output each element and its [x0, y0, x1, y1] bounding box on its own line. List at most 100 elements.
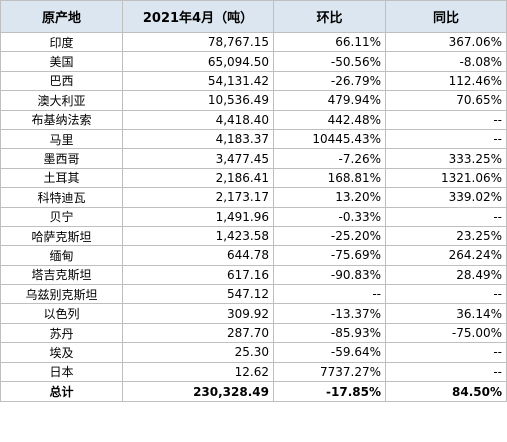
table-row: 科特迪瓦 2,173.17 13.20% 339.02% [0, 187, 507, 208]
cell-volume: 547.12 [122, 284, 274, 305]
table-row: 墨西哥 3,477.45 -7.26% 333.25% [0, 148, 507, 169]
cell-country: 马里 [0, 128, 123, 150]
cell-country: 埃及 [0, 342, 123, 363]
total-volume: 230,328.49 [122, 381, 274, 403]
cell-yoy: 264.24% [385, 245, 507, 266]
cell-country: 日本 [0, 361, 123, 383]
cell-volume: 10,536.49 [122, 90, 274, 111]
table-row: 埃及 25.30 -59.64% -- [0, 342, 507, 363]
cell-country: 贝宁 [0, 206, 123, 227]
header-row: 原产地 2021年4月（吨） 环比 同比 [0, 0, 507, 33]
cell-volume: 12.62 [122, 361, 274, 383]
cell-mom: -75.69% [273, 245, 386, 266]
cell-volume: 2,186.41 [122, 167, 274, 189]
table-row: 以色列 309.92 -13.37% 36.14% [0, 303, 507, 324]
cell-country: 布基纳法索 [0, 109, 123, 130]
cell-yoy: -8.08% [385, 51, 507, 72]
table-row: 贝宁 1,491.96 -0.33% -- [0, 206, 507, 227]
cell-volume: 25.30 [122, 342, 274, 363]
cell-volume: 1,423.58 [122, 225, 274, 247]
total-mom: -17.85% [273, 381, 386, 403]
cell-yoy: 23.25% [385, 225, 507, 247]
cell-mom: -0.33% [273, 206, 386, 227]
table-body: 印度 78,767.15 66.11% 367.06% 美国 65,094.50 -50.5… [0, 31, 507, 403]
table-row: 美国 65,094.50 -50.56% -8.08% [0, 51, 507, 72]
cell-yoy: 70.65% [385, 90, 507, 111]
cell-volume: 78,767.15 [122, 31, 274, 53]
origin-import-table: 原产地 2021年4月（吨） 环比 同比 印度 78,767.15 66.11% 36… [0, 0, 507, 403]
cell-volume: 1,491.96 [122, 206, 274, 227]
total-yoy: 84.50% [385, 381, 507, 403]
table-row: 哈萨克斯坦 1,423.58 -25.20% 23.25% [0, 225, 507, 247]
cell-yoy: -- [385, 361, 507, 383]
header-volume: 2021年4月（吨） [122, 0, 274, 33]
cell-volume: 2,173.17 [122, 187, 274, 208]
cell-mom: -85.93% [273, 322, 386, 344]
cell-mom: 13.20% [273, 187, 386, 208]
cell-mom: -- [273, 284, 386, 305]
total-label: 总计 [0, 381, 123, 403]
table-row: 澳大利亚 10,536.49 479.94% 70.65% [0, 90, 507, 111]
cell-mom: 10445.43% [273, 128, 386, 150]
header-yoy: 同比 [385, 0, 507, 33]
header-origin: 原产地 [0, 0, 123, 33]
cell-country: 印度 [0, 31, 123, 53]
cell-yoy: -- [385, 109, 507, 130]
cell-country: 乌兹别克斯坦 [0, 284, 123, 305]
cell-yoy: -75.00% [385, 322, 507, 344]
cell-country: 土耳其 [0, 167, 123, 189]
table-row: 布基纳法索 4,418.40 442.48% -- [0, 109, 507, 130]
cell-country: 科特迪瓦 [0, 187, 123, 208]
cell-yoy: 1321.06% [385, 167, 507, 189]
table-row: 马里 4,183.37 10445.43% -- [0, 128, 507, 150]
total-row: 总计 230,328.49 -17.85% 84.50% [0, 381, 507, 403]
cell-mom: -90.83% [273, 264, 386, 286]
table-row: 巴西 54,131.42 -26.79% 112.46% [0, 70, 507, 92]
header-mom: 环比 [273, 0, 386, 33]
cell-mom: -7.26% [273, 148, 386, 169]
cell-volume: 644.78 [122, 245, 274, 266]
cell-country: 墨西哥 [0, 148, 123, 169]
cell-volume: 4,183.37 [122, 128, 274, 150]
cell-country: 塔吉克斯坦 [0, 264, 123, 286]
table-row: 印度 78,767.15 66.11% 367.06% [0, 31, 507, 53]
cell-country: 巴西 [0, 70, 123, 92]
cell-yoy: 339.02% [385, 187, 507, 208]
cell-yoy: -- [385, 342, 507, 363]
cell-volume: 4,418.40 [122, 109, 274, 130]
cell-yoy: 112.46% [385, 70, 507, 92]
cell-volume: 3,477.45 [122, 148, 274, 169]
cell-mom: 7737.27% [273, 361, 386, 383]
cell-mom: 66.11% [273, 31, 386, 53]
cell-mom: 479.94% [273, 90, 386, 111]
cell-mom: -26.79% [273, 70, 386, 92]
table-row: 苏丹 287.70 -85.93% -75.00% [0, 322, 507, 344]
cell-country: 苏丹 [0, 322, 123, 344]
table-row: 土耳其 2,186.41 168.81% 1321.06% [0, 167, 507, 189]
cell-mom: -13.37% [273, 303, 386, 324]
cell-volume: 54,131.42 [122, 70, 274, 92]
table-row: 缅甸 644.78 -75.69% 264.24% [0, 245, 507, 266]
cell-country: 哈萨克斯坦 [0, 225, 123, 247]
cell-yoy: -- [385, 206, 507, 227]
table-row: 塔吉克斯坦 617.16 -90.83% 28.49% [0, 264, 507, 286]
cell-yoy: 367.06% [385, 31, 507, 53]
cell-country: 以色列 [0, 303, 123, 324]
cell-country: 澳大利亚 [0, 90, 123, 111]
cell-yoy: 28.49% [385, 264, 507, 286]
cell-yoy: -- [385, 284, 507, 305]
cell-mom: -59.64% [273, 342, 386, 363]
cell-yoy: 333.25% [385, 148, 507, 169]
cell-country: 美国 [0, 51, 123, 72]
cell-mom: -25.20% [273, 225, 386, 247]
cell-mom: 442.48% [273, 109, 386, 130]
cell-volume: 309.92 [122, 303, 274, 324]
cell-yoy: 36.14% [385, 303, 507, 324]
cell-country: 缅甸 [0, 245, 123, 266]
cell-volume: 617.16 [122, 264, 274, 286]
cell-mom: 168.81% [273, 167, 386, 189]
table-row: 日本 12.62 7737.27% -- [0, 361, 507, 383]
cell-volume: 65,094.50 [122, 51, 274, 72]
cell-yoy: -- [385, 128, 507, 150]
cell-volume: 287.70 [122, 322, 274, 344]
